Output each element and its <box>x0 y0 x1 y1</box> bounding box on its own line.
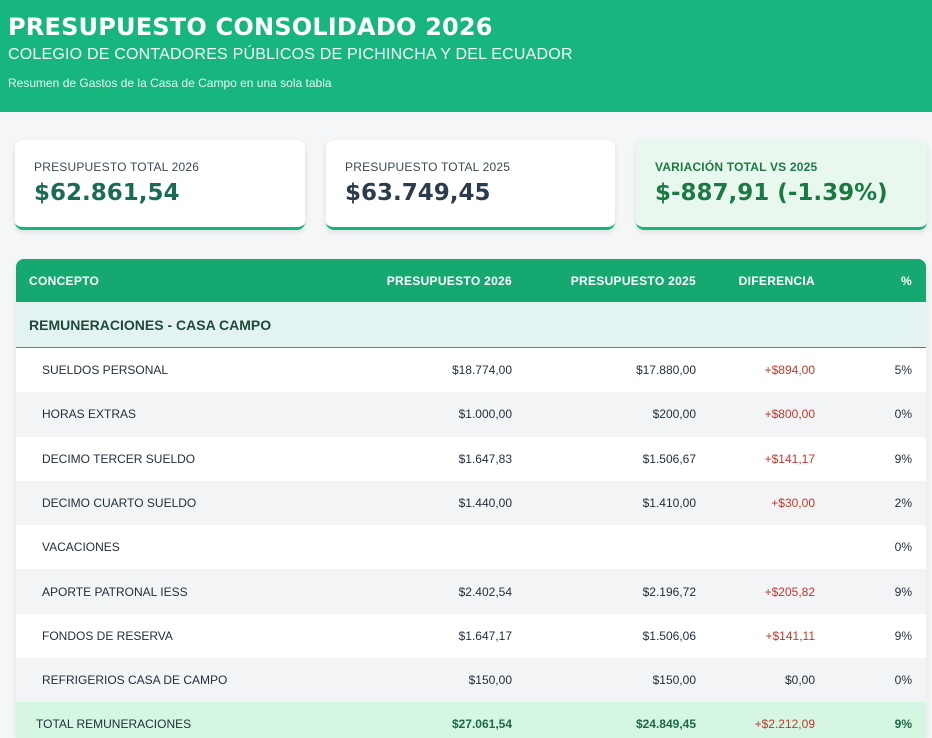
column-header-presupuesto-2025[interactable]: PRESUPUESTO 2025 <box>570 273 696 288</box>
cell-percent: 9% <box>894 451 912 466</box>
cell-percent: 0% <box>894 540 912 555</box>
cell-presupuesto-2026: $150,00 <box>468 673 512 688</box>
table-row[interactable]: FONDOS DE RESERVA $1.647,17 $1.506,06 +$… <box>16 613 926 659</box>
table-row[interactable]: APORTE PATRONAL IESS $2.402,54 $2.196,72… <box>16 569 926 614</box>
cell-concepto: REFRIGERIOS CASA DE CAMPO <box>42 673 228 688</box>
table-header: CONCEPTO PRESUPUESTO 2026 PRESUPUESTO 20… <box>16 259 926 302</box>
cell-diferencia: +$30,00 <box>771 496 815 511</box>
cell-concepto: VACACIONES <box>42 540 120 555</box>
cell-presupuesto-2026: $1.647,17 <box>458 628 512 643</box>
cell-percent: 0% <box>894 673 912 688</box>
table-row[interactable]: DECIMO CUARTO SUELDO $1.440,00 $1.410,00… <box>16 480 926 526</box>
card-label: PRESUPUESTO TOTAL 2026 <box>34 160 200 174</box>
page-title: PRESUPUESTO CONSOLIDADO 2026 <box>8 13 493 41</box>
budget-table: CONCEPTO PRESUPUESTO 2026 PRESUPUESTO 20… <box>16 259 926 738</box>
cell-concepto: APORTE PATRONAL IESS <box>42 584 188 599</box>
total-diferencia: +$2.212,09 <box>754 717 815 732</box>
cell-presupuesto-2026: $1.647,83 <box>458 451 512 466</box>
total-presupuesto-2026: $27.061,54 <box>451 717 512 732</box>
cell-presupuesto-2025: $1.410,00 <box>642 496 696 511</box>
card-value: $63.749,45 <box>345 180 491 206</box>
cell-presupuesto-2025: $1.506,67 <box>642 451 696 466</box>
cell-diferencia: +$141,17 <box>764 451 815 466</box>
cell-diferencia: $0,00 <box>784 673 815 688</box>
total-percent: 9% <box>894 717 912 732</box>
card-label: VARIACIÓN TOTAL VS 2025 <box>655 160 818 174</box>
cell-percent: 9% <box>894 584 912 599</box>
cell-concepto: DECIMO TERCER SUELDO <box>42 451 196 466</box>
page-subtitle: COLEGIO DE CONTADORES PÚBLICOS DE PICHIN… <box>8 46 573 63</box>
cell-presupuesto-2026: $2.402,54 <box>458 584 512 599</box>
total-row: TOTAL REMUNERACIONES $27.061,54 $24.849,… <box>16 702 926 738</box>
cell-percent: 0% <box>894 407 912 422</box>
cell-concepto: SUELDOS PERSONAL <box>42 363 169 378</box>
cell-percent: 2% <box>894 496 912 511</box>
table-row[interactable]: REFRIGERIOS CASA DE CAMPO $150,00 $150,0… <box>16 658 926 703</box>
column-header-presupuesto-2026[interactable]: PRESUPUESTO 2026 <box>386 273 512 288</box>
total-presupuesto-2025: $24.849,45 <box>635 717 696 732</box>
section-header-remuneraciones[interactable]: REMUNERACIONES - CASA CAMPO <box>16 302 926 348</box>
cell-presupuesto-2025: $2.196,72 <box>642 584 696 599</box>
card-label: PRESUPUESTO TOTAL 2025 <box>345 160 511 174</box>
cell-diferencia: +$205,82 <box>764 584 815 599</box>
card-value: $-887,91 (-1.39%) <box>655 180 888 206</box>
cell-presupuesto-2026: $1.440,00 <box>458 496 512 511</box>
cell-presupuesto-2025: $17.880,00 <box>635 363 696 378</box>
cell-presupuesto-2026: $18.774,00 <box>451 363 512 378</box>
column-header-diferencia[interactable]: DIFERENCIA <box>738 273 815 288</box>
page-header: PRESUPUESTO CONSOLIDADO 2026 COLEGIO DE … <box>0 0 932 112</box>
summary-card-total-2026: PRESUPUESTO TOTAL 2026 $62.861,54 <box>15 140 305 230</box>
cell-diferencia: +$800,00 <box>764 407 815 422</box>
cell-presupuesto-2025: $1.506,06 <box>642 628 696 643</box>
column-header-concepto[interactable]: CONCEPTO <box>29 273 100 288</box>
cell-concepto: HORAS EXTRAS <box>42 407 137 422</box>
cell-presupuesto-2025: $150,00 <box>652 673 696 688</box>
cell-percent: 9% <box>894 628 912 643</box>
cell-concepto: DECIMO CUARTO SUELDO <box>42 496 197 511</box>
table-row[interactable]: HORAS EXTRAS $1.000,00 $200,00 +$800,00 … <box>16 392 926 437</box>
summary-card-variation: VARIACIÓN TOTAL VS 2025 $-887,91 (-1.39%… <box>636 140 927 230</box>
page-description: Resumen de Gastos de la Casa de Campo en… <box>8 76 332 90</box>
table-body: SUELDOS PERSONAL $18.774,00 $17.880,00 +… <box>16 348 926 703</box>
table-row[interactable]: VACACIONES 0% <box>16 525 926 570</box>
summary-card-total-2025: PRESUPUESTO TOTAL 2025 $63.749,45 <box>326 140 615 230</box>
table-row[interactable]: SUELDOS PERSONAL $18.774,00 $17.880,00 +… <box>16 348 926 393</box>
cell-diferencia: +$894,00 <box>764 363 815 378</box>
total-label: TOTAL REMUNERACIONES <box>36 717 192 732</box>
cell-concepto: FONDOS DE RESERVA <box>42 628 173 643</box>
table-row[interactable]: DECIMO TERCER SUELDO $1.647,83 $1.506,67… <box>16 436 926 481</box>
cell-presupuesto-2025: $200,00 <box>652 407 696 422</box>
cell-percent: 5% <box>894 363 912 378</box>
column-header-percent[interactable]: % <box>901 273 912 288</box>
card-value: $62.861,54 <box>34 180 180 206</box>
cell-diferencia: +$141,11 <box>765 628 816 643</box>
cell-presupuesto-2026: $1.000,00 <box>458 407 512 422</box>
